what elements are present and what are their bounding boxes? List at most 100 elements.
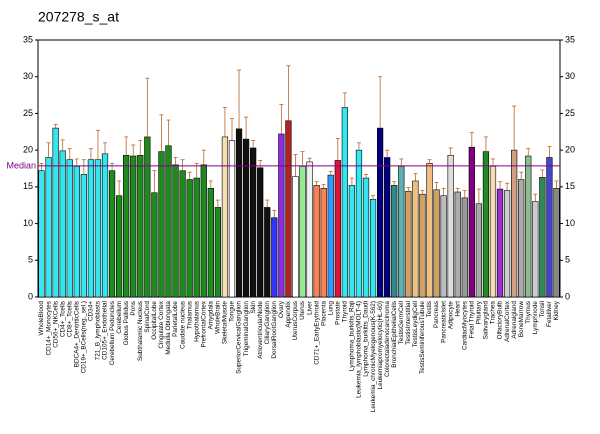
x-tick-label: AdrenalCortex [504,300,511,342]
y-tick-label: 15 [23,181,33,191]
x-tick-label: OlfactoryBulb [497,301,504,340]
y-tick-label: 30 [23,71,33,81]
x-tick-label: CiliaryGanglion [264,301,271,345]
bar [468,146,475,298]
x-tick-label: Thalamus [186,301,193,329]
bar [299,165,306,298]
x-tick-label: Colorectaladenocarcinoma [384,301,391,377]
x-tick-label: Leukemia_lymphoblastic(MOLT-4) [356,301,363,398]
bar [454,191,461,298]
bar [553,188,560,298]
x-tick-label: Cingulate Cortex [158,300,165,348]
chart-title: 207278_s_at [38,9,119,25]
bar [496,188,504,298]
bar [334,160,341,298]
x-tick-label: CD4+_Tcells [59,301,66,337]
x-tick-label: Uterus [299,301,306,320]
x-tick-label: WholeBlood [38,301,45,336]
bar [45,157,52,298]
bar [242,138,250,298]
bar [52,127,59,298]
bar [362,177,370,298]
bar [193,177,200,298]
bar [355,149,363,298]
x-tick-label: Subthalamic Nucleus [137,301,144,361]
x-tick-label: Salivarygland [483,301,490,340]
bar [433,189,440,298]
x-tick-label: WholeBrain [215,301,222,334]
x-tick-label: Lung [327,301,334,316]
median-label: Median [6,160,36,170]
bar [179,170,186,298]
x-tick-label: Medulla Oblongata [165,301,172,355]
bar [398,165,405,298]
x-tick-label: CD8+_Tcells [66,301,73,337]
bar [158,151,165,298]
bar [228,140,236,298]
x-tick-label: Prostate [334,301,341,325]
bar [278,133,285,298]
x-tick-label: Trachea [490,301,497,325]
bar [532,201,539,298]
bar [341,107,348,298]
x-tick-label: CD56+_NKCells [52,301,59,348]
bar [348,185,356,298]
x-tick-label: Pituitary [476,300,483,324]
y2-tick-label: 5 [565,255,570,265]
x-tick-label: TrigeminalGanglion [243,301,250,357]
x-tick-label: AtrioventricularNode [257,301,264,359]
y2-tick-label: 15 [565,181,575,191]
x-tick-label: Placenta [320,301,327,326]
bar [87,159,95,298]
bar [264,207,271,298]
x-tick-label: Pancreas [433,301,440,328]
x-tick-label: DorsalRootGanglion [271,301,278,359]
bar [503,190,511,298]
bar [285,120,292,298]
x-tick-label: CD14+_Monocytes [45,301,52,356]
x-tick-label: Heart [454,301,461,317]
y-tick-label: 25 [23,108,33,118]
x-tick-label: Cerebellum [116,301,123,334]
bar [73,165,80,298]
bar [221,136,229,298]
bar [250,147,257,298]
x-tick-label: PrefrontalCortex [200,300,207,347]
bar [271,217,278,298]
plot-frame [37,39,561,298]
bar [130,155,137,298]
x-tick-label: Tongue [229,301,236,322]
x-tick-label: Thymus [525,301,532,324]
x-tick-label: CD19+_BCells(neg._sel.) [81,301,88,373]
bar [38,170,45,298]
x-tick-label: CardiacMyocytes [461,301,468,350]
x-tick-label: Amygdala [208,301,215,330]
x-tick-label: TestisInterstitial [405,301,412,345]
y2-tick-label: 0 [565,291,570,301]
bar [391,185,398,298]
x-tick-label: BDCA4+_DentriticCells [73,301,80,367]
bar [101,153,109,298]
bar [80,174,87,298]
x-tick-label: SuperiorCervicalGanglion [236,301,243,374]
x-tick-label: Leukemiapromyelocytic(HL-60) [377,301,384,389]
bar [511,149,518,298]
bar [144,136,151,298]
x-tick-label: BronchialEpithelialCells [391,301,398,368]
y-tick-label: 10 [23,218,33,228]
x-tick-label: Lymphoma_burkitts_Raji [349,301,356,371]
x-tick-label: OccipitalLobe [151,301,158,340]
x-tick-label: PancreaticIslet [440,301,447,343]
bar [475,203,483,298]
x-tick-label: Adipocyte [447,301,454,330]
x-tick-label: Lymphoma_burkitts_Daudi [363,301,370,377]
x-tick-label: CD34+ [88,301,95,321]
x-tick-label: 721_B_lymphoblasts [95,301,102,360]
x-tick-label: Leukemia_chronicMyelogenous(K-562) [370,301,377,412]
bar [123,154,130,298]
x-tick-label: Skin [250,301,257,314]
x-tick-label: TestisGermCell [398,301,405,344]
bar [151,192,158,298]
x-tick-label: Ovary [278,300,285,318]
x-tick-label: UterusCorpus [292,301,299,340]
